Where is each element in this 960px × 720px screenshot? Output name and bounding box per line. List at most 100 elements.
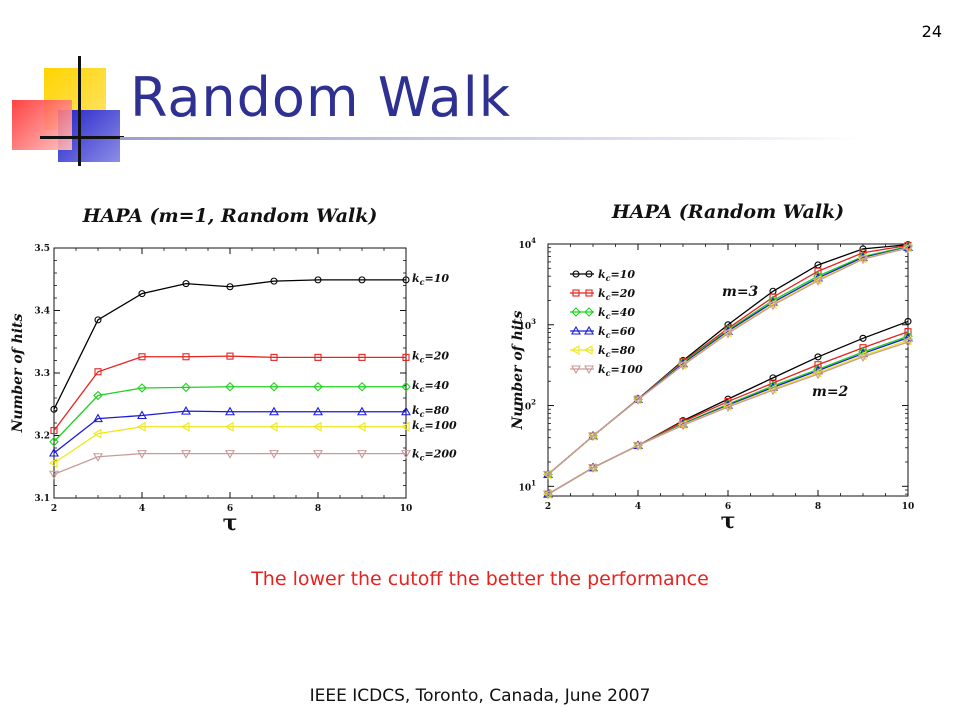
data-point (401, 406, 411, 416)
data-point (50, 426, 58, 435)
legend-label: kc=40 (412, 379, 449, 394)
data-point (137, 450, 147, 459)
series-line (53, 279, 406, 410)
data-point (226, 352, 234, 360)
y-tick-label: 3.4 (34, 307, 50, 317)
chart-title: HAPA (Random Walk) (611, 201, 844, 223)
series-m=2-kc=40 (543, 331, 913, 499)
data-point (588, 464, 598, 473)
y-tick-label: 3.3 (34, 369, 50, 379)
data-point (543, 470, 553, 480)
data-point (587, 431, 597, 441)
data-point (269, 381, 279, 392)
data-point (402, 276, 410, 284)
legend-label: kc=100 (412, 419, 457, 434)
data-point (358, 353, 366, 361)
series-kc=100 (48, 421, 410, 468)
data-point (632, 394, 642, 405)
data-point (678, 361, 688, 371)
series-line (53, 452, 406, 475)
data-point (92, 428, 102, 439)
footer: IEEE ICDCS, Toronto, Canada, June 2007 (309, 686, 651, 706)
series-kc=10 (50, 276, 410, 413)
legend-marker (572, 270, 580, 278)
legend-label: kc=100 (598, 363, 643, 378)
data-point (269, 406, 279, 416)
data-point (49, 447, 59, 457)
data-point (94, 368, 102, 376)
annotation-m3: m=3 (722, 284, 759, 300)
data-point (723, 329, 733, 339)
data-point (314, 276, 322, 284)
data-point (543, 490, 553, 500)
data-point (858, 255, 868, 265)
legend-marker (584, 325, 594, 335)
data-point (48, 458, 58, 468)
data-point (181, 406, 191, 415)
data-point (224, 421, 234, 432)
legend: kc=10 kc=20 kc=40 kc=60 kc=80 kc=100 (570, 268, 643, 378)
plot-frame (53, 247, 407, 499)
data-point (357, 450, 367, 459)
legend-marker (585, 270, 593, 278)
data-point (312, 421, 322, 432)
deco-red-square (12, 100, 72, 150)
data-point (904, 317, 912, 325)
data-point (313, 450, 323, 459)
series-m=3-kc=100 (543, 244, 913, 480)
data-point (225, 406, 235, 416)
data-point (269, 450, 279, 459)
slide-number: 24 (921, 22, 942, 41)
chart-left: HAPA (m=1, Random Walk) 2 4 6 8 10 3.1 3.2 3.3 3.… (10, 205, 457, 536)
x-tick-label: 6 (227, 504, 233, 514)
data-point (181, 382, 191, 393)
y-tick-label: 3.1 (34, 494, 50, 504)
data-point (181, 450, 191, 459)
x-tick-label: 2 (545, 502, 551, 512)
series-line (547, 247, 909, 475)
y-tick-label: 104 (519, 236, 537, 251)
data-point (180, 421, 190, 432)
legend-marker (585, 289, 593, 297)
series-m=2-kc=80 (542, 335, 912, 500)
data-point (357, 406, 367, 416)
series-kc=20 (50, 352, 410, 435)
data-point (136, 421, 146, 432)
series-line (53, 410, 406, 454)
legend-marker (571, 365, 581, 375)
data-point (633, 396, 643, 405)
slide-title: Random Walk (130, 66, 512, 129)
data-point (903, 244, 913, 254)
legend-marker (583, 345, 593, 355)
legend-label: kc=80 (598, 344, 635, 359)
legend-marker (571, 325, 581, 335)
data-point (723, 403, 733, 413)
x-tick-label: 10 (400, 504, 413, 514)
legend-marker (572, 289, 580, 297)
chart-title: HAPA (m=1, Random Walk) (82, 205, 378, 227)
y-tick-label: 101 (519, 478, 537, 493)
data-point (93, 453, 103, 462)
legend-label: kc=20 (598, 287, 635, 302)
data-point (225, 381, 235, 392)
data-point (313, 381, 323, 392)
data-point (768, 386, 778, 396)
y-axis-label: Number of hits (10, 313, 26, 433)
data-point (587, 462, 597, 473)
series-kc=80 (49, 406, 411, 457)
data-point (858, 353, 868, 363)
data-point (137, 410, 147, 420)
annotation-m2: m=2 (812, 384, 849, 400)
x-axis-label: τ (223, 510, 238, 536)
data-point (903, 338, 913, 348)
deco-vertical-line (78, 56, 81, 166)
chart-right: HAPA (Random Walk) 2 4 6 8 10 101 102 103 104 τ Num… (510, 201, 914, 534)
deco-horizontal-line (40, 136, 124, 139)
data-point (633, 441, 643, 451)
data-point (313, 406, 323, 416)
data-point (542, 469, 552, 480)
data-point (226, 283, 234, 291)
data-point (859, 344, 867, 352)
data-point (94, 316, 102, 324)
data-point (225, 450, 235, 459)
